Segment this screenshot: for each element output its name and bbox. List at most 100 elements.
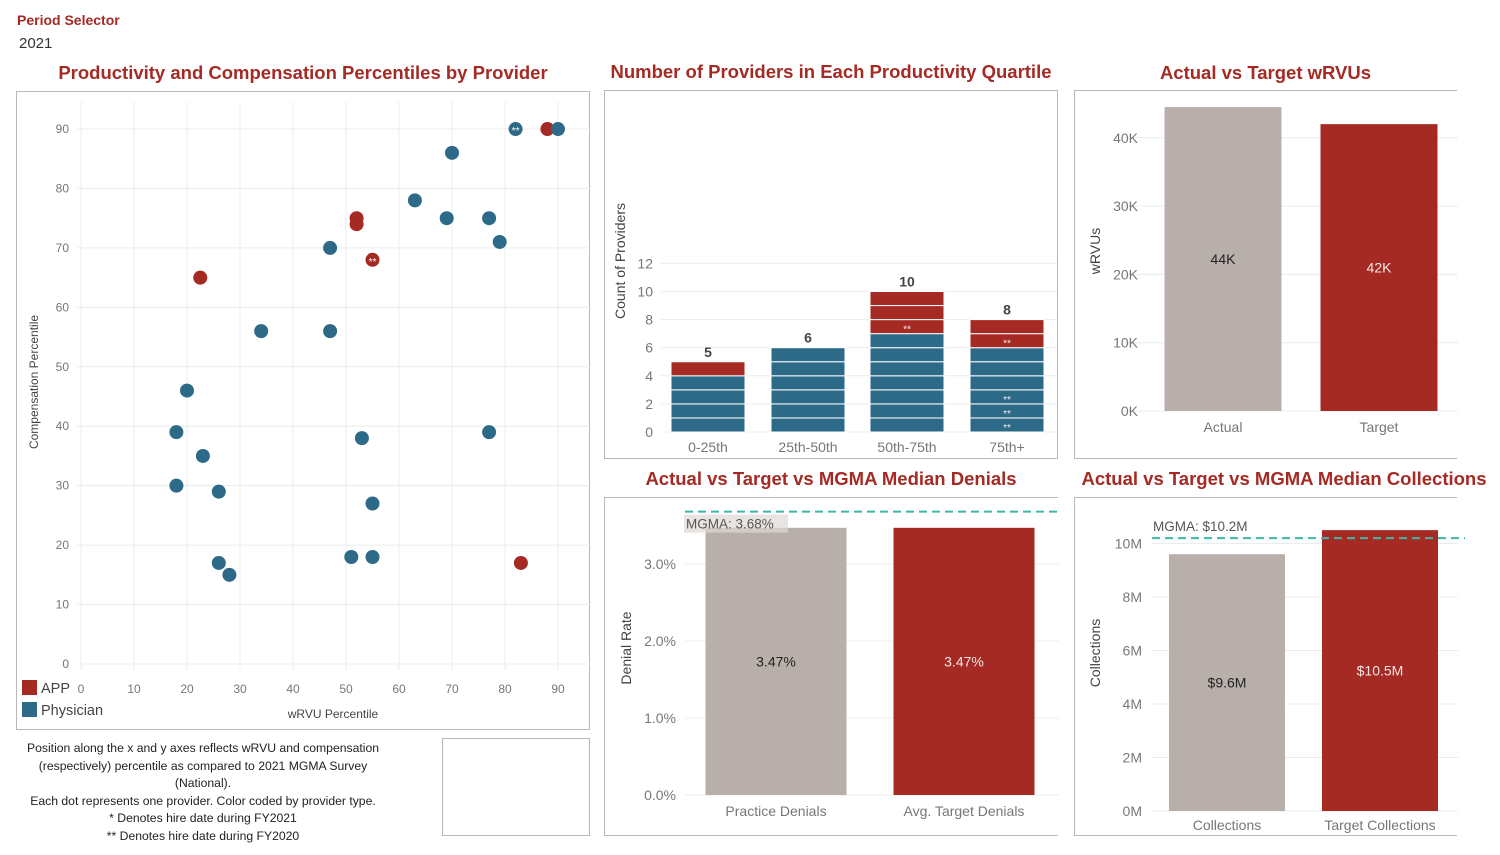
y-tick-label: 0 bbox=[62, 657, 69, 671]
wrvu-chart-title: Actual vs Target wRVUs bbox=[1159, 62, 1372, 83]
y-axis-title: Collections bbox=[1087, 619, 1103, 687]
bar-segment-app bbox=[969, 319, 1045, 335]
x-tick-label: 30 bbox=[233, 682, 247, 696]
period-selector-label: Period Selector bbox=[17, 12, 120, 28]
bar-total-label: 5 bbox=[704, 344, 712, 360]
x-tick-label: 20 bbox=[180, 682, 194, 696]
mgma-reference-label: MGMA: $10.2M bbox=[1153, 519, 1248, 534]
footnote-line: Position along the x and y axes reflects… bbox=[26, 741, 380, 755]
bar-segment-physician bbox=[969, 375, 1045, 391]
scatter-point-physician bbox=[482, 425, 497, 440]
bar-segment-physician bbox=[770, 347, 846, 363]
bar-target bbox=[1322, 530, 1438, 811]
scatter-point-physician bbox=[211, 484, 226, 499]
bar-actual bbox=[1164, 107, 1282, 411]
y-tick-label: 6M bbox=[1123, 643, 1142, 659]
y-tick-label: 4M bbox=[1123, 696, 1142, 712]
hire-date-mark: ** bbox=[1003, 395, 1011, 406]
y-tick-label: 0M bbox=[1123, 803, 1142, 819]
bar-segment-physician bbox=[670, 375, 746, 391]
bar-segment-physician bbox=[670, 403, 746, 419]
bar-target bbox=[1320, 124, 1438, 411]
bar-segment-app bbox=[670, 361, 746, 377]
x-tick-label: 0-25th bbox=[688, 439, 728, 455]
mgma-reference-label: MGMA: 3.68% bbox=[686, 517, 774, 532]
y-tick-label: 0.0% bbox=[644, 787, 676, 803]
bar-data-label: 44K bbox=[1211, 251, 1237, 267]
collections-chart: 0M 2M 4M 6M 8M 10M Collections $9.6M Collections… bbox=[1087, 519, 1465, 833]
denials-panel: 0.0% 1.0% 2.0% 3.0% Denial Rate 3.47% Practice… bbox=[604, 497, 1059, 836]
scatter-point-app bbox=[540, 122, 555, 137]
footnote-line: (National). bbox=[174, 776, 232, 791]
x-tick-label: Target Collections bbox=[1324, 817, 1435, 833]
scatter-point-physician bbox=[365, 550, 380, 565]
period-selector-value[interactable]: 2021 bbox=[19, 35, 53, 52]
x-tick-label: 80 bbox=[498, 682, 512, 696]
hire-date-mark: ** bbox=[903, 325, 911, 336]
y-tick-label: 10 bbox=[637, 284, 653, 300]
x-tick-label: Practice Denials bbox=[725, 803, 826, 819]
y-tick-label: 30 bbox=[56, 479, 70, 493]
legend-label-physician: Physician bbox=[41, 703, 103, 719]
bar-segment-physician bbox=[770, 417, 846, 433]
bar-actual bbox=[705, 527, 847, 795]
footnote-line: (respectively) percentile as compared to… bbox=[38, 758, 368, 773]
scatter-point-physician bbox=[254, 324, 269, 339]
x-tick-label: 25th-50th bbox=[778, 439, 837, 455]
scatter-point-physician bbox=[211, 555, 226, 570]
scatter-point-physician bbox=[195, 448, 210, 463]
scatter-point-physician bbox=[180, 383, 194, 398]
x-tick-label: Avg. Target Denials bbox=[904, 803, 1025, 819]
scatter-point-physician bbox=[222, 567, 237, 582]
y-tick-label: 70 bbox=[56, 241, 70, 255]
scatter-point-app bbox=[349, 217, 364, 232]
bar-total-label: 10 bbox=[899, 274, 915, 290]
hire-date-mark: ** bbox=[369, 257, 377, 268]
bar-actual bbox=[1169, 554, 1285, 811]
bar-segment-physician bbox=[869, 361, 945, 377]
bar-segment-physician bbox=[770, 403, 846, 419]
y-axis-title: Denial Rate bbox=[618, 611, 634, 684]
scatter-point-physician bbox=[551, 122, 565, 137]
collections-panel: 0M 2M 4M 6M 8M 10M Collections $9.6M Collections… bbox=[1074, 497, 1465, 836]
bar-segment-physician bbox=[869, 417, 945, 433]
x-tick-label: 50 bbox=[339, 682, 353, 696]
y-tick-label: 12 bbox=[637, 255, 653, 271]
y-tick-label: 1.0% bbox=[644, 710, 676, 726]
scatter-point-physician bbox=[344, 550, 359, 565]
scatter-footnote: Position along the x and y axes reflects… bbox=[12, 740, 394, 846]
bar-segment-physician bbox=[770, 375, 846, 391]
y-tick-label: 80 bbox=[56, 181, 70, 195]
footnote-line: Each dot represents one provider. Color … bbox=[30, 793, 376, 808]
bar-segment-app bbox=[869, 305, 945, 321]
x-tick-label: 90 bbox=[551, 682, 565, 696]
legend-swatch-app bbox=[22, 680, 37, 695]
y-tick-label: 2.0% bbox=[644, 633, 676, 649]
bar-segment-physician bbox=[770, 389, 846, 405]
bar-data-label: $10.5M bbox=[1357, 663, 1404, 679]
y-tick-label: 0 bbox=[645, 424, 653, 440]
scatter-point-physician bbox=[323, 240, 338, 255]
quartile-chart: 0 2 4 6 8 10 12 Count of Providers 5 0-25th 6 25th-… bbox=[612, 203, 1057, 455]
scatter-point-physician bbox=[492, 234, 507, 249]
wrvu-panel: 0K 10K 20K 30K 40K wRVUs 44K Actual 42K Target bbox=[1074, 90, 1458, 459]
y-tick-label: 10 bbox=[56, 598, 70, 612]
y-tick-label: 4 bbox=[645, 368, 653, 384]
y-tick-label: 0K bbox=[1121, 403, 1139, 419]
y-tick-label: 20K bbox=[1113, 266, 1139, 282]
reference-label-bg bbox=[684, 514, 788, 533]
hire-date-mark: ** bbox=[1003, 409, 1011, 420]
y-tick-label: 10K bbox=[1113, 335, 1139, 351]
y-tick-label: 90 bbox=[56, 122, 70, 136]
y-tick-label: 60 bbox=[56, 300, 70, 314]
bar-data-label: 3.47% bbox=[944, 653, 984, 669]
bar-target bbox=[893, 527, 1035, 795]
y-tick-label: 10M bbox=[1115, 536, 1142, 552]
empty-placeholder-box bbox=[442, 738, 590, 836]
y-axis-title: Count of Providers bbox=[612, 203, 628, 319]
x-axis-title: wRVU Percentile bbox=[287, 707, 379, 721]
y-tick-label: 3.0% bbox=[644, 556, 676, 572]
quartile-panel: 0 2 4 6 8 10 12 Count of Providers 5 0-25th 6 25th-… bbox=[604, 90, 1058, 459]
bar-segment-physician bbox=[869, 403, 945, 419]
scatter-point-physician bbox=[445, 145, 459, 160]
